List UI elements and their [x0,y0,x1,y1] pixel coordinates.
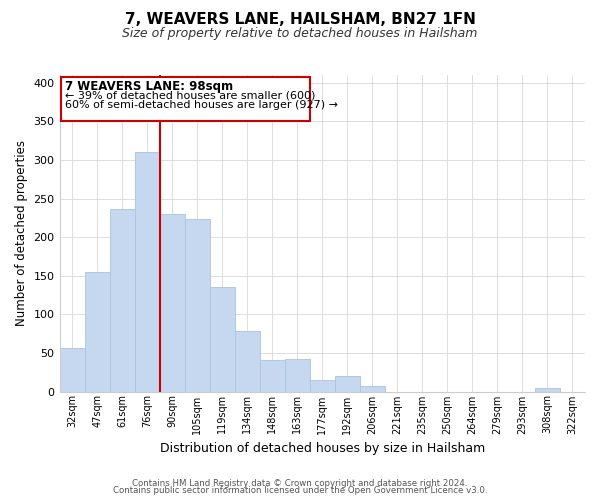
Bar [310,380,335,392]
Bar [59,348,85,392]
Text: ← 39% of detached houses are smaller (600): ← 39% of detached houses are smaller (60… [65,90,315,101]
Text: Contains HM Land Registry data © Crown copyright and database right 2024.: Contains HM Land Registry data © Crown c… [132,478,468,488]
Text: Contains public sector information licensed under the Open Government Licence v3: Contains public sector information licen… [113,486,487,495]
FancyBboxPatch shape [61,76,310,122]
Y-axis label: Number of detached properties: Number of detached properties [15,140,28,326]
Bar [85,272,110,392]
Text: Size of property relative to detached houses in Hailsham: Size of property relative to detached ho… [122,28,478,40]
Bar [335,376,360,392]
Bar [235,332,260,392]
Bar [360,386,385,392]
Bar [160,214,185,392]
Bar [185,220,209,392]
Text: 7 WEAVERS LANE: 98sqm: 7 WEAVERS LANE: 98sqm [65,80,233,94]
Bar [209,288,235,392]
X-axis label: Distribution of detached houses by size in Hailsham: Distribution of detached houses by size … [160,442,485,455]
Bar [535,388,560,392]
Bar [134,152,160,392]
Bar [285,359,310,392]
Text: 7, WEAVERS LANE, HAILSHAM, BN27 1FN: 7, WEAVERS LANE, HAILSHAM, BN27 1FN [125,12,475,28]
Bar [260,360,285,392]
Text: 60% of semi-detached houses are larger (927) →: 60% of semi-detached houses are larger (… [65,100,338,110]
Bar [110,208,134,392]
